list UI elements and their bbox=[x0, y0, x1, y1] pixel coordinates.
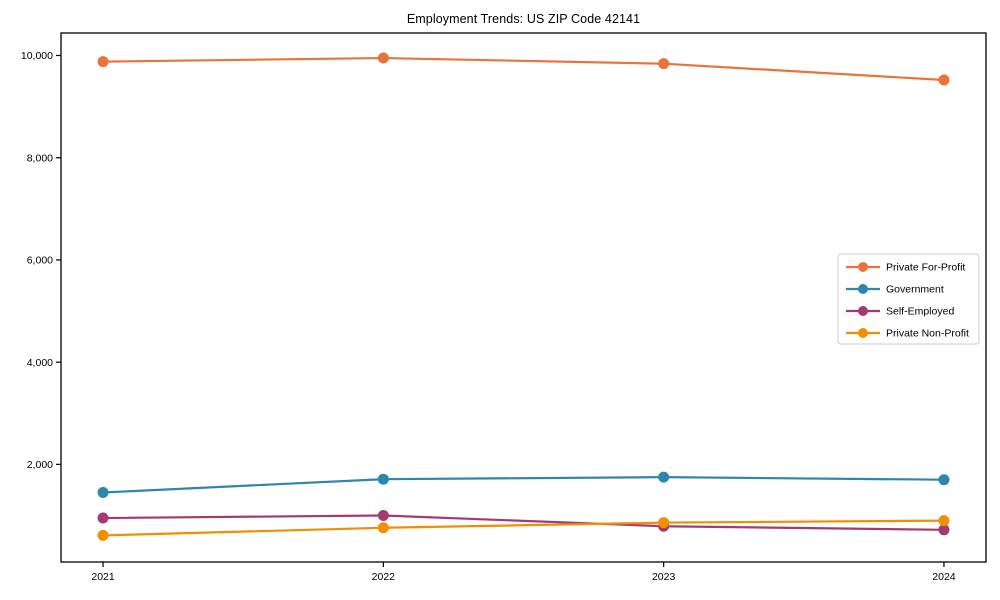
legend-marker-dot bbox=[858, 306, 868, 316]
data-point bbox=[658, 58, 670, 70]
series-line-government bbox=[102, 476, 944, 494]
x-axis-tick-label: 2024 bbox=[932, 571, 956, 583]
data-point bbox=[938, 474, 950, 486]
data-point bbox=[97, 529, 109, 541]
data-point bbox=[377, 52, 389, 64]
data-point bbox=[658, 517, 670, 529]
data-point bbox=[97, 512, 109, 524]
data-point bbox=[377, 509, 389, 521]
data-point bbox=[377, 522, 389, 534]
legend-label: Private Non-Profit bbox=[886, 328, 969, 340]
legend-marker-dot bbox=[858, 262, 868, 272]
y-axis-tick-label: 8,000 bbox=[27, 152, 53, 164]
data-point bbox=[658, 471, 670, 483]
chart-title: Employment Trends: US ZIP Code 42141 bbox=[406, 12, 641, 26]
legend-marker-dot bbox=[858, 284, 868, 294]
legend-marker-dot bbox=[858, 328, 868, 338]
y-axis-tick-label: 2,000 bbox=[27, 459, 53, 471]
y-axis-tick-label: 6,000 bbox=[27, 255, 53, 267]
y-axis-tick-label: 4,000 bbox=[27, 357, 53, 369]
x-axis-tick-label: 2021 bbox=[91, 571, 115, 583]
y-axis-tick-label: 10,000 bbox=[21, 50, 53, 62]
legend-label: Government bbox=[886, 284, 944, 296]
plot-frame bbox=[60, 32, 987, 563]
data-point bbox=[97, 486, 109, 498]
legend-label: Self-Employed bbox=[886, 306, 954, 318]
x-axis-tick-label: 2022 bbox=[372, 571, 396, 583]
series-line-private-for-profit bbox=[103, 56, 945, 82]
data-point bbox=[938, 524, 950, 536]
data-point bbox=[938, 515, 950, 527]
x-axis-tick-label: 2023 bbox=[652, 571, 676, 583]
series-line-self-employed bbox=[103, 514, 944, 531]
legend-label: Private For-Profit bbox=[886, 262, 965, 274]
data-point bbox=[377, 473, 389, 485]
data-point bbox=[97, 56, 109, 68]
data-point bbox=[938, 74, 950, 86]
series-line-private-non-profit bbox=[103, 519, 944, 537]
legend-box bbox=[837, 253, 980, 345]
